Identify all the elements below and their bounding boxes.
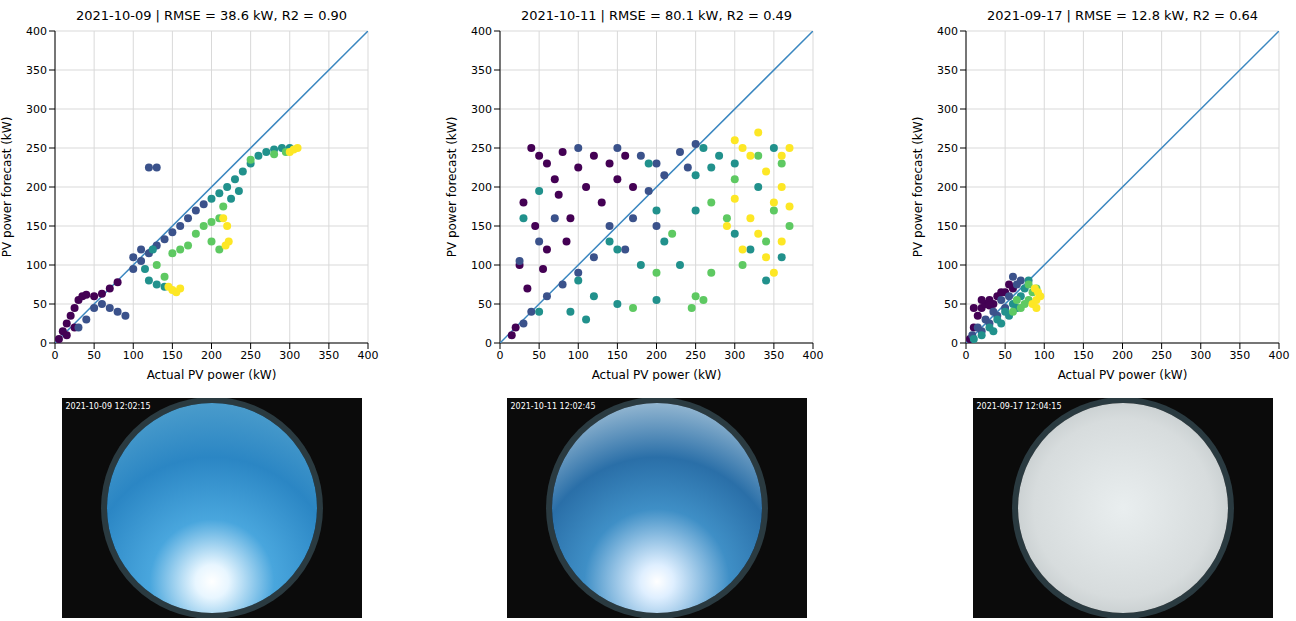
svg-text:50: 50 [478, 298, 492, 311]
svg-text:300: 300 [471, 103, 492, 116]
svg-text:0: 0 [485, 337, 492, 350]
svg-text:150: 150 [162, 349, 183, 362]
svg-text:400: 400 [471, 25, 492, 38]
svg-text:50: 50 [87, 349, 101, 362]
svg-text:0: 0 [963, 349, 970, 362]
svg-text:200: 200 [201, 349, 222, 362]
svg-text:0: 0 [40, 337, 47, 350]
svg-text:300: 300 [279, 349, 300, 362]
svg-text:300: 300 [724, 349, 745, 362]
svg-text:Actual PV power (kW): Actual PV power (kW) [1058, 368, 1188, 381]
svg-text:250: 250 [685, 349, 706, 362]
svg-text:200: 200 [1112, 349, 1133, 362]
svg-text:50: 50 [998, 349, 1012, 362]
svg-text:400: 400 [358, 349, 379, 362]
svg-text:350: 350 [318, 349, 339, 362]
svg-text:150: 150 [471, 220, 492, 233]
svg-text:0: 0 [52, 349, 59, 362]
svg-text:350: 350 [471, 64, 492, 77]
svg-text:400: 400 [937, 25, 958, 38]
svg-text:300: 300 [26, 103, 47, 116]
svg-text:50: 50 [944, 298, 958, 311]
svg-text:350: 350 [1229, 349, 1250, 362]
svg-text:100: 100 [568, 349, 589, 362]
html-text:2021-10-09 | RMSE = 38.6 kW, R: 2021-10-09 | RMSE = 38.6 kW, R2 = 0.90 [75, 8, 348, 23]
html-text:2021-10-11 | RMSE = 80.1 kW, R: 2021-10-11 | RMSE = 80.1 kW, R2 = 0.49 [520, 8, 793, 23]
html-text:2021-10-09 12:02:15: 2021-10-09 12:02:15 [65, 402, 151, 411]
svg-text:250: 250 [937, 142, 958, 155]
html-text:2021-10-11 12:02:45: 2021-10-11 12:02:45 [510, 402, 596, 411]
svg-text:200: 200 [471, 181, 492, 194]
svg-text:100: 100 [1034, 349, 1055, 362]
svg-text:0: 0 [951, 337, 958, 350]
svg-text:250: 250 [26, 142, 47, 155]
svg-text:PV power forecast (kW): PV power forecast (kW) [0, 117, 14, 258]
svg-text:PV power forecast (kW): PV power forecast (kW) [445, 117, 459, 258]
svg-text:150: 150 [607, 349, 628, 362]
svg-text:400: 400 [1269, 349, 1290, 362]
svg-text:400: 400 [26, 25, 47, 38]
svg-text:400: 400 [803, 349, 824, 362]
svg-text:100: 100 [471, 259, 492, 272]
svg-text:350: 350 [937, 64, 958, 77]
svg-text:200: 200 [26, 181, 47, 194]
svg-text:100: 100 [937, 259, 958, 272]
svg-text:250: 250 [471, 142, 492, 155]
svg-text:200: 200 [937, 181, 958, 194]
svg-text:350: 350 [26, 64, 47, 77]
svg-text:350: 350 [763, 349, 784, 362]
html-text:2021-09-17 12:04:15: 2021-09-17 12:04:15 [976, 402, 1062, 411]
svg-text:300: 300 [937, 103, 958, 116]
svg-text:0: 0 [497, 349, 504, 362]
html-text:2021-09-17 | RMSE = 12.8 kW, R: 2021-09-17 | RMSE = 12.8 kW, R2 = 0.64 [986, 8, 1259, 23]
svg-text:150: 150 [1073, 349, 1094, 362]
svg-text:50: 50 [33, 298, 47, 311]
svg-text:100: 100 [26, 259, 47, 272]
svg-text:PV power forecast (kW): PV power forecast (kW) [911, 117, 925, 258]
svg-text:100: 100 [123, 349, 144, 362]
svg-text:150: 150 [26, 220, 47, 233]
svg-text:150: 150 [937, 220, 958, 233]
svg-text:Actual PV power (kW): Actual PV power (kW) [147, 368, 277, 381]
svg-text:50: 50 [532, 349, 546, 362]
svg-text:250: 250 [240, 349, 261, 362]
svg-text:200: 200 [646, 349, 667, 362]
svg-text:Actual PV power (kW): Actual PV power (kW) [592, 368, 722, 381]
svg-text:300: 300 [1190, 349, 1211, 362]
svg-text:250: 250 [1151, 349, 1172, 362]
